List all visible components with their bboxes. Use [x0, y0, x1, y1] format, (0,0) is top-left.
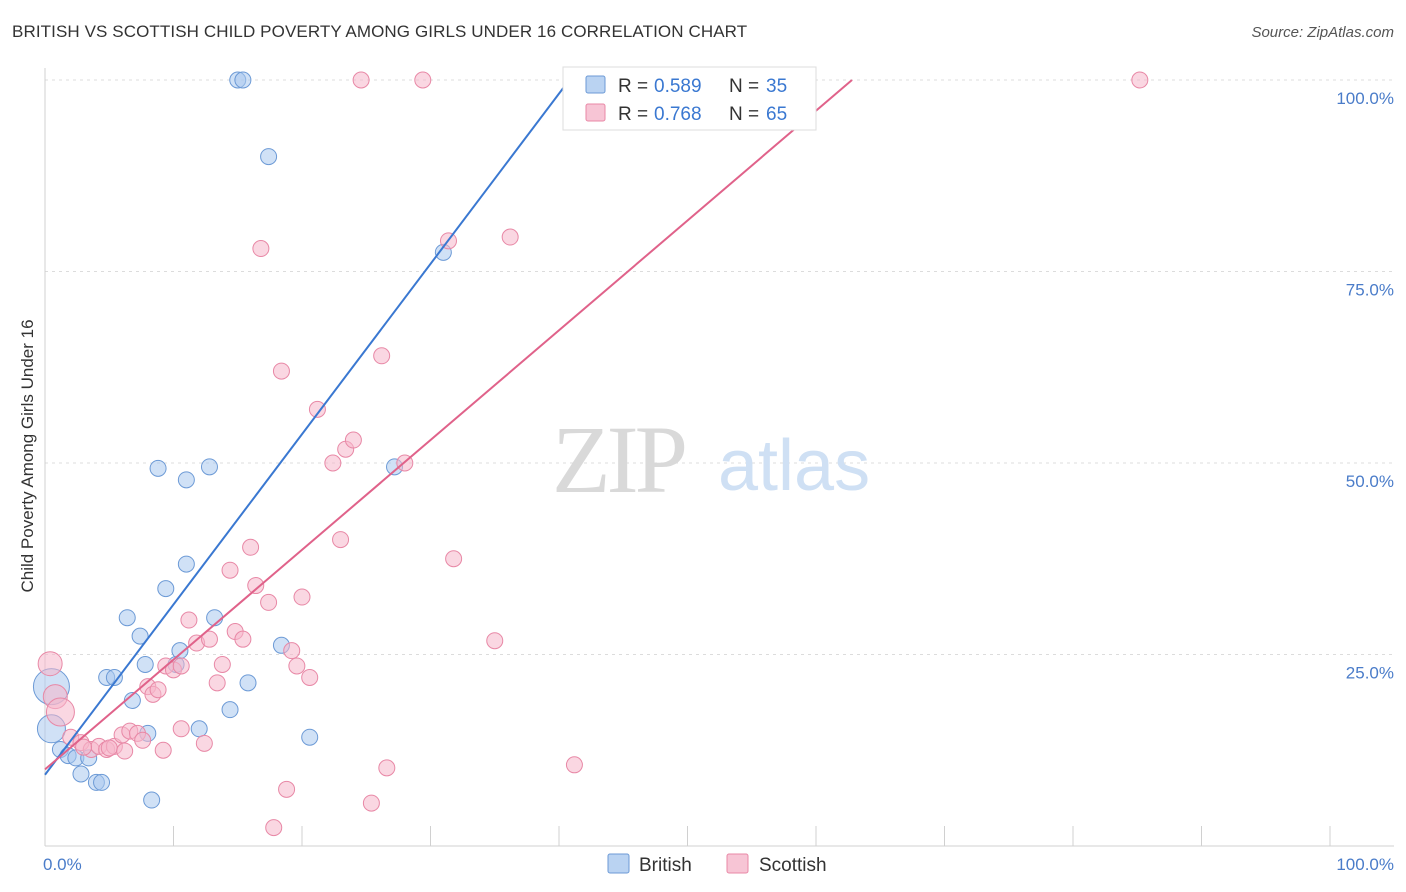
- british-point-8[interactable]: [93, 773, 111, 791]
- scottish-point-15[interactable]: [149, 681, 167, 699]
- scottish-point-53[interactable]: [486, 632, 504, 650]
- scottish-point-23[interactable]: [200, 630, 218, 648]
- scottish-point-63[interactable]: [75, 738, 93, 756]
- scottish-point-46[interactable]: [362, 794, 380, 812]
- x-tick-labels: 0.0% 100.0%: [43, 855, 1394, 874]
- british-point-23[interactable]: [190, 720, 208, 738]
- scottish-point-61[interactable]: [100, 739, 118, 757]
- british-point-17[interactable]: [149, 459, 167, 477]
- data-points: [32, 71, 1149, 837]
- scottish-point-48[interactable]: [378, 759, 396, 777]
- scottish-point-62[interactable]: [154, 741, 172, 759]
- scottish-point-39[interactable]: [301, 668, 319, 686]
- scottish-point-19[interactable]: [172, 720, 190, 738]
- scottish-point-60[interactable]: [1131, 71, 1149, 89]
- british-point-20[interactable]: [171, 642, 189, 660]
- scottish-point-28[interactable]: [234, 630, 252, 648]
- x-tick-label-0: 0.0%: [43, 855, 82, 874]
- scottish-point-34[interactable]: [272, 362, 290, 380]
- scottish-point-40[interactable]: [308, 400, 326, 418]
- scottish-point-2[interactable]: [45, 697, 75, 727]
- trend-lines: [44, 79, 853, 776]
- british-point-24[interactable]: [200, 458, 218, 476]
- x-tick-label-1: 100.0%: [1336, 855, 1394, 874]
- scottish-trend-line: [44, 79, 853, 771]
- scottish-point-12[interactable]: [134, 731, 152, 749]
- stats-r-label-scottish: R =: [618, 104, 648, 125]
- british-point-28[interactable]: [234, 71, 252, 89]
- scottish-point-29[interactable]: [242, 538, 260, 556]
- y-tick-labels: 100.0% 75.0% 50.0% 25.0%: [1336, 89, 1394, 683]
- scottish-point-26[interactable]: [221, 561, 239, 579]
- scottish-point-54[interactable]: [501, 228, 519, 246]
- stats-n-label-scottish: N =: [729, 104, 759, 125]
- scottish-point-22[interactable]: [195, 734, 213, 752]
- british-point-29[interactable]: [239, 674, 257, 692]
- scottish-point-41[interactable]: [324, 454, 342, 472]
- scottish-point-45[interactable]: [352, 71, 370, 89]
- british-point-5[interactable]: [72, 765, 90, 783]
- british-point-26[interactable]: [221, 701, 239, 719]
- scottish-point-0[interactable]: [37, 651, 63, 677]
- stats-n-value-british: 35: [766, 76, 787, 97]
- y-tick-label-0: 100.0%: [1336, 89, 1394, 108]
- stats-r-value-scottish: 0.768: [654, 104, 702, 125]
- stats-legend: R = 0.589 N = 35 R = 0.768 N = 65: [562, 66, 817, 131]
- british-point-13[interactable]: [131, 627, 149, 645]
- scottish-point-64[interactable]: [116, 742, 134, 760]
- stats-r-value-british: 0.589: [654, 76, 702, 97]
- british-point-22[interactable]: [177, 471, 195, 489]
- legend-label-british[interactable]: British: [639, 855, 692, 876]
- y-tick-label-3: 25.0%: [1346, 664, 1394, 683]
- stats-n-value-scottish: 65: [766, 104, 787, 125]
- scottish-point-36[interactable]: [283, 642, 301, 660]
- watermark-atlas: atlas: [718, 426, 870, 506]
- british-point-10[interactable]: [105, 668, 123, 686]
- scottish-point-25[interactable]: [213, 655, 231, 673]
- watermark-zip: ZIP: [552, 406, 685, 513]
- british-point-16[interactable]: [143, 791, 161, 809]
- scottish-point-32[interactable]: [260, 593, 278, 611]
- british-point-30[interactable]: [260, 148, 278, 166]
- scottish-point-55[interactable]: [565, 756, 583, 774]
- british-point-11[interactable]: [118, 609, 136, 627]
- scottish-point-38[interactable]: [293, 588, 311, 606]
- scottish-point-47[interactable]: [373, 347, 391, 365]
- scottish-point-31[interactable]: [252, 240, 270, 258]
- scottish-point-35[interactable]: [278, 780, 296, 798]
- scottish-point-33[interactable]: [265, 819, 283, 837]
- stats-r-label-british: R =: [618, 76, 648, 97]
- watermark: ZIP atlas: [552, 406, 870, 513]
- british-trend-line: [44, 79, 571, 776]
- british-point-21[interactable]: [177, 555, 195, 573]
- legend-label-scottish[interactable]: Scottish: [759, 855, 827, 876]
- stats-n-label-british: N =: [729, 76, 759, 97]
- chart-source: Source: ZipAtlas.com: [1251, 24, 1394, 41]
- series-legend: British Scottish: [607, 853, 827, 876]
- stats-legend-swatch-scottish: [585, 103, 606, 122]
- scottish-point-42[interactable]: [332, 531, 350, 549]
- y-tick-label-1: 75.0%: [1346, 281, 1394, 300]
- legend-swatch-british[interactable]: [607, 853, 630, 874]
- stats-legend-swatch-british: [585, 75, 606, 94]
- british-point-18[interactable]: [157, 580, 175, 598]
- chart-title: BRITISH VS SCOTTISH CHILD POVERTY AMONG …: [12, 22, 748, 41]
- scottish-point-44[interactable]: [344, 431, 362, 449]
- british-point-14[interactable]: [136, 655, 154, 673]
- british-point-32[interactable]: [301, 728, 319, 746]
- scottish-point-24[interactable]: [208, 674, 226, 692]
- y-tick-label-2: 50.0%: [1346, 472, 1394, 491]
- gridlines: [45, 79, 1394, 655]
- scottish-point-20[interactable]: [180, 611, 198, 629]
- scottish-point-52[interactable]: [445, 550, 463, 568]
- scottish-point-37[interactable]: [288, 657, 306, 675]
- scottish-point-50[interactable]: [414, 71, 432, 89]
- scottish-point-18[interactable]: [172, 657, 190, 675]
- legend-swatch-scottish[interactable]: [726, 853, 749, 874]
- scottish-point-30[interactable]: [247, 577, 265, 595]
